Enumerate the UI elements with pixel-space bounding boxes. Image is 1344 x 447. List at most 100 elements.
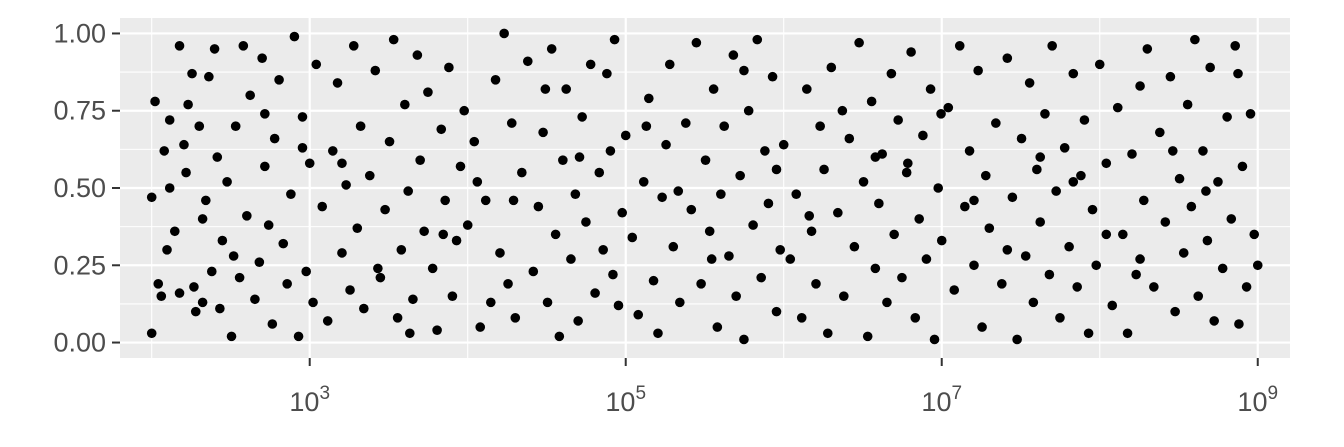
- data-point: [844, 133, 855, 144]
- x-tick-label: 103: [289, 383, 330, 417]
- data-point: [936, 235, 947, 246]
- data-point: [1035, 152, 1046, 162]
- data-point: [716, 189, 726, 199]
- data-point: [561, 84, 571, 94]
- data-point: [245, 90, 255, 101]
- data-point: [929, 334, 940, 345]
- data-point: [791, 189, 802, 199]
- data-point: [858, 177, 869, 187]
- data-point: [308, 297, 318, 308]
- data-point: [150, 96, 160, 107]
- data-point: [767, 71, 778, 82]
- data-point: [328, 146, 338, 156]
- data-point: [598, 245, 608, 255]
- data-point: [337, 158, 347, 169]
- data-point: [159, 146, 170, 156]
- data-point: [495, 248, 505, 258]
- data-point: [1241, 282, 1252, 292]
- data-point: [691, 37, 702, 48]
- data-point: [866, 96, 877, 107]
- data-point: [194, 121, 205, 131]
- data-point: [242, 211, 252, 221]
- data-point: [1047, 41, 1057, 51]
- data-point: [991, 118, 1001, 128]
- data-point: [925, 84, 936, 94]
- data-point: [174, 41, 185, 51]
- data-point: [756, 272, 766, 283]
- data-point: [156, 291, 167, 301]
- data-point: [731, 291, 741, 301]
- data-point: [304, 158, 315, 169]
- y-tick-label: 0.50: [53, 173, 106, 203]
- data-point: [187, 68, 197, 79]
- data-point: [1002, 53, 1013, 63]
- data-point: [822, 328, 833, 339]
- data-point: [644, 93, 654, 104]
- data-point: [183, 99, 193, 110]
- data-point: [696, 279, 706, 289]
- data-point: [602, 68, 612, 79]
- data-point: [1091, 260, 1102, 271]
- data-point: [510, 313, 521, 323]
- data-point: [1165, 71, 1176, 82]
- data-point: [708, 84, 719, 94]
- data-point: [706, 254, 717, 264]
- y-tick-label: 0.25: [53, 250, 106, 280]
- data-point: [668, 241, 679, 252]
- data-point: [609, 34, 620, 45]
- data-point: [862, 331, 873, 342]
- data-point: [1198, 146, 1208, 156]
- data-point: [234, 272, 245, 283]
- data-point: [977, 322, 987, 332]
- data-point: [400, 99, 410, 110]
- data-point: [775, 245, 786, 255]
- data-point: [286, 189, 296, 199]
- data-point: [1135, 254, 1145, 264]
- data-point: [728, 50, 739, 60]
- data-point: [419, 226, 429, 237]
- data-point: [712, 322, 723, 332]
- x-axis: 103 105 107 109: [289, 358, 1278, 417]
- data-point: [396, 245, 407, 255]
- data-point: [936, 109, 946, 119]
- data-point: [355, 121, 366, 131]
- data-point: [278, 238, 289, 249]
- data-point: [423, 87, 433, 97]
- data-point: [1028, 297, 1039, 308]
- data-point: [570, 189, 581, 199]
- x-tick-label: 107: [921, 383, 962, 417]
- data-point: [804, 211, 815, 221]
- data-point: [870, 263, 881, 274]
- data-point: [257, 53, 267, 63]
- data-point: [686, 204, 697, 215]
- data-point: [826, 62, 837, 73]
- y-axis: 0.00 0.25 0.50 0.75 1.00: [53, 18, 120, 358]
- data-point: [546, 44, 557, 54]
- data-point: [874, 198, 884, 209]
- data-point: [436, 124, 447, 135]
- data-point: [260, 161, 270, 172]
- data-point: [1118, 229, 1128, 240]
- data-point: [388, 34, 399, 45]
- data-point: [680, 118, 691, 128]
- data-point: [174, 288, 185, 298]
- data-point: [620, 130, 631, 141]
- data-point: [440, 195, 450, 206]
- data-point: [337, 248, 347, 258]
- data-point: [558, 155, 568, 165]
- data-point: [613, 300, 624, 311]
- data-point: [849, 241, 860, 252]
- data-point: [984, 223, 995, 233]
- y-tick-label: 0.75: [53, 96, 106, 126]
- data-point: [282, 279, 292, 289]
- data-point: [700, 155, 711, 165]
- data-point: [301, 266, 311, 277]
- data-point: [954, 41, 965, 51]
- data-point: [815, 121, 825, 131]
- grid-major: [120, 18, 1290, 358]
- data-point: [1002, 245, 1013, 255]
- data-point: [1012, 334, 1022, 345]
- data-point: [1205, 62, 1215, 73]
- data-point: [577, 112, 587, 122]
- data-point: [459, 105, 469, 116]
